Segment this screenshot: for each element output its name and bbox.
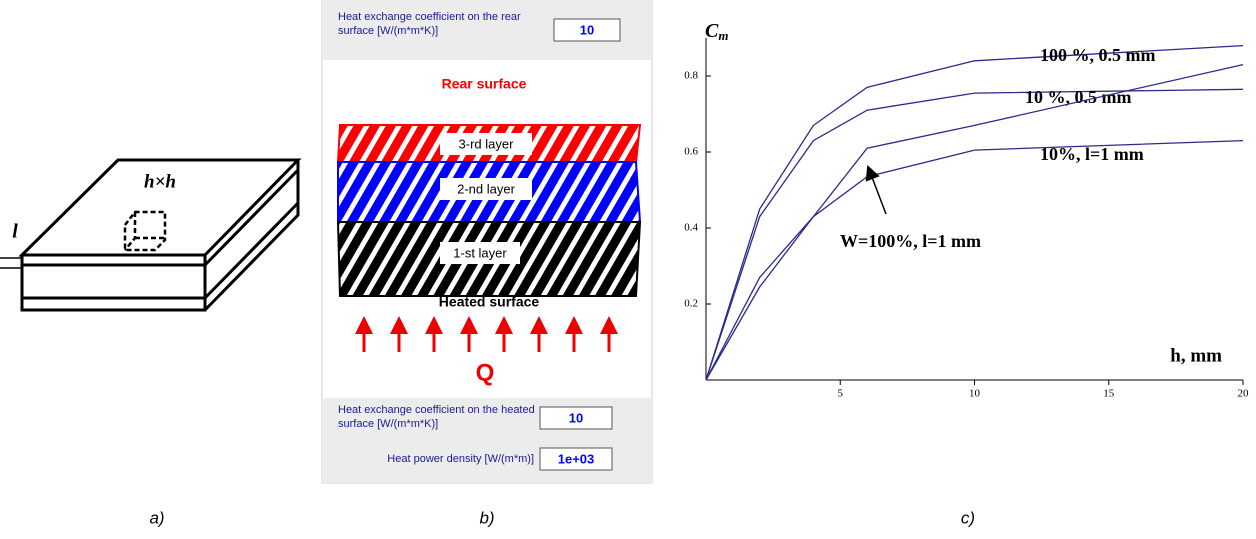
series-line [705,44,1244,381]
series-label: 10 %, 0.5 mm [1025,87,1132,107]
rear-surface: Rear surface [442,76,527,92]
caption: b) [479,508,494,527]
heated-surface: Heated surface [439,294,540,310]
y-axis-label-sub: m [718,28,728,43]
y-tick-label: 0.6 [684,146,698,158]
heated-coeff-label: Heat exchange coefficient on the heated … [338,404,535,430]
power-label: Heat power density [W/(m*m)] [387,453,534,465]
heated-coeff-label-box: Heat exchange coefficient on the heated … [338,404,535,430]
x-axis-label: h, mm [1170,345,1222,366]
y-axis-label: Cm [705,20,728,43]
series-label: W=100%, l=1 mm [840,231,981,251]
x-tick-label: 10 [969,388,981,400]
y-tick-label: 0.2 [684,298,698,310]
thickness-label: l [12,221,18,243]
layer-label: 1-st layer [453,245,507,260]
rear-coeff-label-box: Heat exchange coefficient on the rear su… [338,11,521,37]
chart: 5 10 15 20 0.2 0.4 0.6 0.8 100 %, 0.5 mm 10 %, 0.… [684,38,1249,400]
x-tick-label: 20 [1238,388,1250,400]
rear-coeff-label: Heat exchange coefficient on the rear su… [338,11,521,37]
annotation-arrow [865,164,887,215]
source-label: Q [476,359,495,386]
rear-coeff-value[interactable]: 10 [580,22,594,37]
series-label: 10%, l=1 mm [1040,144,1144,164]
series-line [705,139,1244,381]
panel-b [321,0,653,484]
layer-label: 3-rd layer [459,136,515,151]
y-axis-label-main: C [705,20,719,42]
series-label: 100 %, 0.5 mm [1040,45,1156,65]
x-tick-label: 15 [1103,388,1115,400]
series-line [705,63,1244,381]
area-label: h×h [144,171,176,192]
series-line [705,88,1244,381]
caption: c) [961,508,975,527]
layer-label: 2-nd layer [457,181,515,196]
caption: a) [149,508,164,527]
y-tick-label: 0.8 [684,70,698,82]
x-tick-label: 5 [838,388,844,400]
heated-coeff-value[interactable]: 10 [569,410,583,425]
power-value[interactable]: 1e+03 [558,451,595,466]
panel-a [0,158,302,312]
y-tick-label: 0.4 [684,222,698,234]
